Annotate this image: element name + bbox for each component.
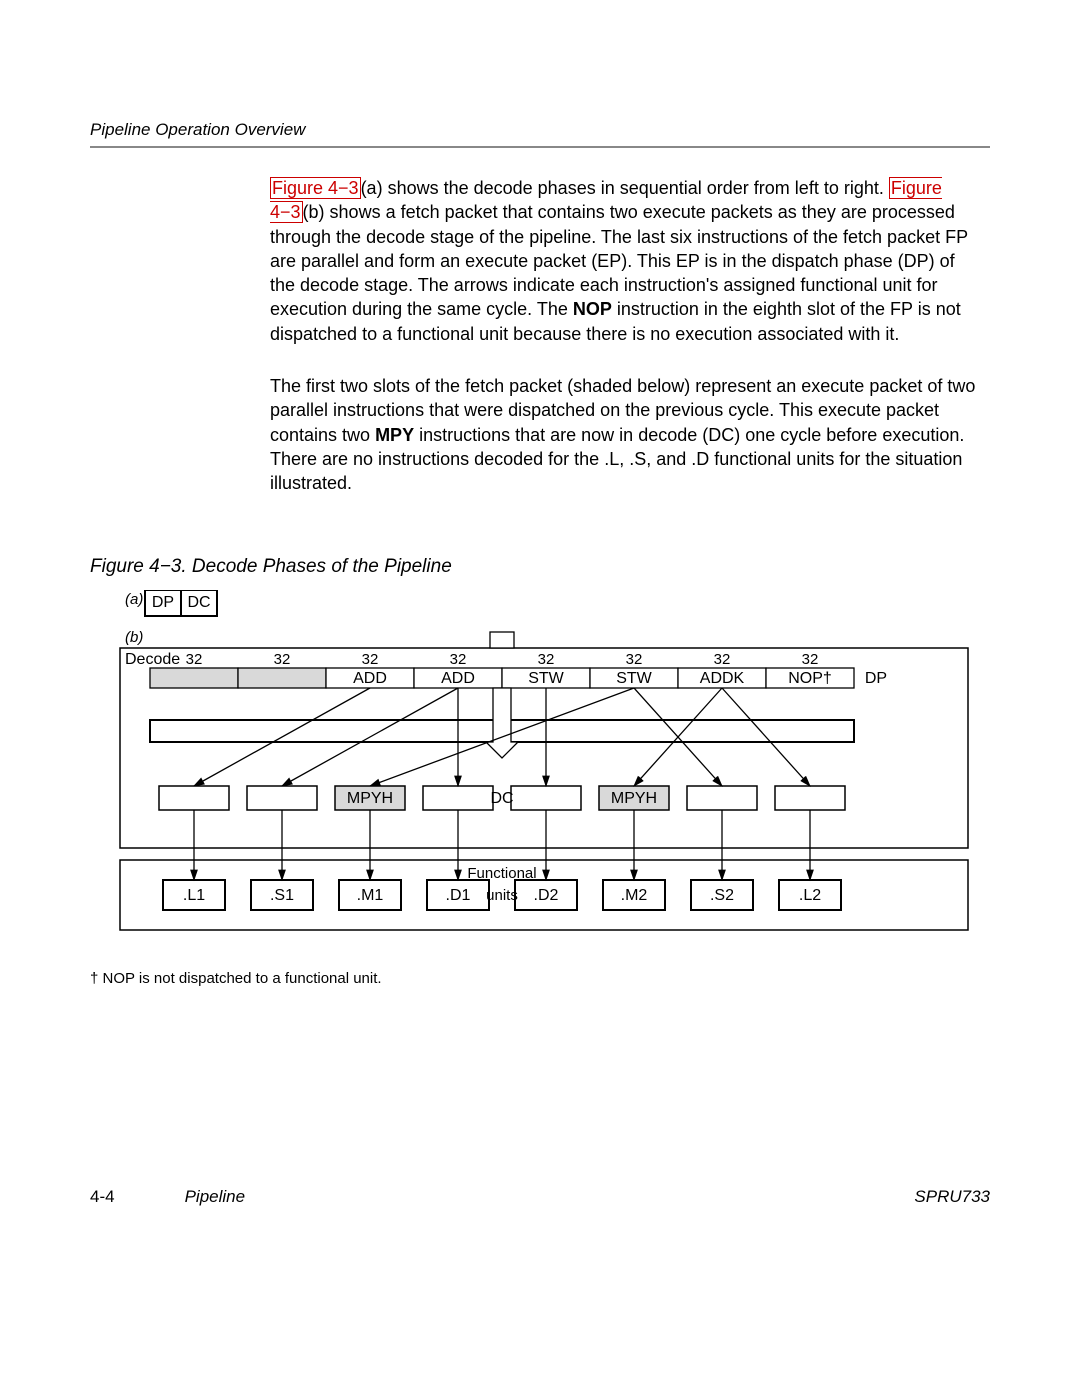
svg-text:DP: DP (152, 594, 174, 611)
p2-mpy: MPY (375, 425, 414, 445)
p1a: (a) shows the decode phases in sequentia… (361, 178, 889, 198)
svg-text:DC: DC (490, 790, 513, 807)
svg-text:Decode: Decode (125, 651, 180, 668)
pipeline-diagram: (a) DP DC (b) Decode 32 32 32 ADD 32 ADD 32 STW 32 STW… (90, 590, 990, 960)
svg-text:ADD: ADD (353, 670, 387, 687)
svg-text:NOP†: NOP† (788, 670, 832, 687)
figure-caption: Figure 4−3. Decode Phases of the Pipelin… (90, 556, 990, 578)
svg-text:ADDK: ADDK (700, 670, 745, 687)
svg-text:.L2: .L2 (799, 887, 821, 904)
svg-text:.D2: .D2 (534, 887, 559, 904)
svg-text:(b): (b) (125, 629, 143, 646)
body-text: Figure 4−3(a) shows the decode phases in… (270, 176, 980, 496)
svg-text:.M1: .M1 (357, 887, 384, 904)
svg-text:DC: DC (187, 594, 210, 611)
svg-text:32: 32 (802, 651, 819, 668)
svg-text:.S2: .S2 (710, 887, 734, 904)
footer-doc-id: SPRU733 (914, 1187, 990, 1207)
figure-footnote: † NOP is not dispatched to a functional … (90, 970, 990, 987)
svg-text:ADD: ADD (441, 670, 475, 687)
svg-text:32: 32 (186, 651, 203, 668)
svg-text:.M2: .M2 (621, 887, 648, 904)
svg-text:32: 32 (362, 651, 379, 668)
svg-text:.L1: .L1 (183, 887, 205, 904)
section-title: Pipeline Operation Overview (90, 120, 990, 140)
footer-page-num: 4-4 (90, 1187, 115, 1207)
figure-ref-link[interactable]: Figure 4−3 (270, 177, 361, 199)
svg-text:(a): (a) (125, 591, 143, 608)
svg-text:.S1: .S1 (270, 887, 294, 904)
page-footer: 4-4 SPRU733 Pipeline (90, 1187, 990, 1207)
p1-nop: NOP (573, 299, 612, 319)
svg-text:32: 32 (714, 651, 731, 668)
svg-text:Functional: Functional (467, 865, 536, 882)
svg-text:STW: STW (616, 670, 652, 687)
svg-text:units: units (486, 887, 518, 904)
section-rule (90, 146, 990, 148)
svg-text:32: 32 (450, 651, 467, 668)
svg-text:32: 32 (274, 651, 291, 668)
svg-text:DP: DP (865, 670, 887, 687)
svg-text:32: 32 (626, 651, 643, 668)
footer-center: Pipeline (185, 1187, 246, 1206)
svg-text:MPYH: MPYH (347, 790, 393, 807)
svg-text:32: 32 (538, 651, 555, 668)
svg-text:MPYH: MPYH (611, 790, 657, 807)
svg-text:STW: STW (528, 670, 564, 687)
svg-text:.D1: .D1 (446, 887, 471, 904)
